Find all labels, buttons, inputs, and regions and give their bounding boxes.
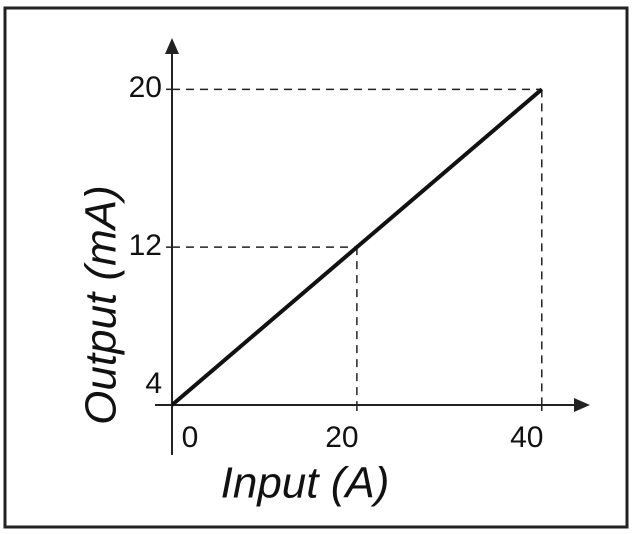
y-arrow — [165, 38, 179, 54]
x-axis-title: Input (A) — [221, 459, 390, 508]
x-tick-label: 0 — [182, 421, 199, 454]
x-arrow — [574, 398, 590, 412]
x-tick-label: 20 — [325, 421, 358, 454]
y-axis-title: Output (mA) — [77, 185, 126, 425]
frame — [3, 6, 629, 529]
x-tick-label: 40 — [510, 421, 543, 454]
data-line — [170, 87, 544, 407]
y-tick-label: 12 — [129, 229, 162, 262]
y-tick-label: 4 — [145, 367, 162, 400]
y-tick-label: 20 — [129, 71, 162, 104]
